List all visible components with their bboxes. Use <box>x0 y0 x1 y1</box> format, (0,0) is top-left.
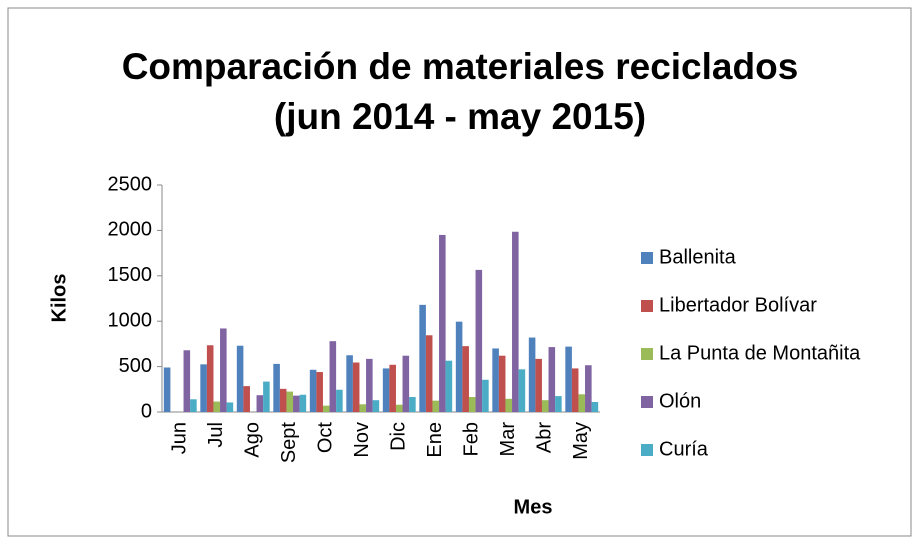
bar <box>389 364 396 412</box>
bar <box>346 355 353 412</box>
bar <box>316 372 323 412</box>
bar <box>263 381 270 412</box>
bar <box>286 391 294 412</box>
bar <box>578 394 586 412</box>
bar <box>183 350 191 412</box>
x-tick-label: Ene <box>424 422 446 458</box>
bar <box>372 400 380 412</box>
bar <box>462 346 469 412</box>
y-tick-label: 2500 <box>108 173 153 195</box>
bar <box>206 345 214 412</box>
legend-label: Olón <box>659 390 701 412</box>
bar <box>163 367 171 412</box>
bar <box>555 396 562 412</box>
chart-border <box>7 7 912 537</box>
x-tick-label: Oct <box>315 422 337 454</box>
bar <box>213 401 221 412</box>
legend-swatch <box>641 444 653 456</box>
bar <box>439 234 446 412</box>
bar <box>512 231 519 412</box>
bar <box>329 341 337 412</box>
x-tick-label: Sept <box>278 422 300 464</box>
bar <box>395 404 403 412</box>
x-tick-label: Abr <box>534 422 556 453</box>
legend-swatch <box>641 252 653 264</box>
bar <box>382 368 390 412</box>
bar <box>565 346 572 412</box>
bar <box>425 335 433 412</box>
bar <box>419 304 426 412</box>
bar <box>528 337 536 412</box>
bar <box>352 362 360 412</box>
x-axis-title: Mes <box>514 496 553 518</box>
bar <box>226 402 234 412</box>
legend-label: La Punta de Montañita <box>659 342 861 364</box>
bar <box>571 368 579 412</box>
legend-label: Curía <box>659 438 709 460</box>
legend-label: Libertador Bolívar <box>659 294 817 316</box>
x-tick-label: Jun <box>169 422 191 454</box>
bar <box>293 395 300 412</box>
y-tick-label: 0 <box>141 400 152 422</box>
bar <box>468 397 476 412</box>
bar <box>236 345 244 412</box>
bar <box>548 347 556 412</box>
bar <box>366 358 373 412</box>
y-tick-label: 2000 <box>108 219 153 241</box>
bar <box>243 386 250 412</box>
bar <box>402 355 410 412</box>
x-tick-label: Jul <box>205 422 227 448</box>
legend-swatch <box>641 396 653 408</box>
bar <box>273 363 280 412</box>
bar <box>535 358 542 412</box>
bar <box>498 355 506 412</box>
bar <box>359 404 367 412</box>
bar <box>455 321 463 412</box>
bar <box>432 400 440 412</box>
bar <box>299 394 307 412</box>
x-tick-label: Nov <box>351 422 373 458</box>
x-tick-label: May <box>570 422 592 460</box>
bar <box>309 369 317 412</box>
bar <box>190 399 197 412</box>
bar <box>445 360 453 412</box>
bar <box>336 389 343 412</box>
x-tick-label: Ago <box>242 422 264 458</box>
bar <box>475 269 483 412</box>
legend-swatch <box>641 300 653 312</box>
bar <box>220 328 227 412</box>
y-tick-label: 1000 <box>108 309 153 331</box>
bar <box>256 395 264 412</box>
x-tick-label: Mar <box>497 422 519 457</box>
bar <box>518 369 526 412</box>
bar <box>200 364 207 412</box>
y-tick-label: 500 <box>119 355 152 377</box>
bar <box>482 379 489 412</box>
bar <box>409 397 416 412</box>
bar <box>322 405 330 412</box>
bar <box>505 398 513 412</box>
bar <box>279 388 287 412</box>
y-tick-label: 1500 <box>108 264 153 286</box>
chart-title: Comparación de materiales reciclados (ju… <box>121 46 799 137</box>
bar <box>492 348 499 412</box>
legend-swatch <box>641 348 653 360</box>
x-tick-label: Feb <box>461 422 483 456</box>
y-axis-title: Kilos <box>48 274 70 323</box>
legend-label: Ballenita <box>659 246 737 268</box>
bar <box>585 365 592 412</box>
bar <box>591 402 599 412</box>
x-tick-label: Dic <box>388 422 410 451</box>
bar <box>541 400 549 412</box>
